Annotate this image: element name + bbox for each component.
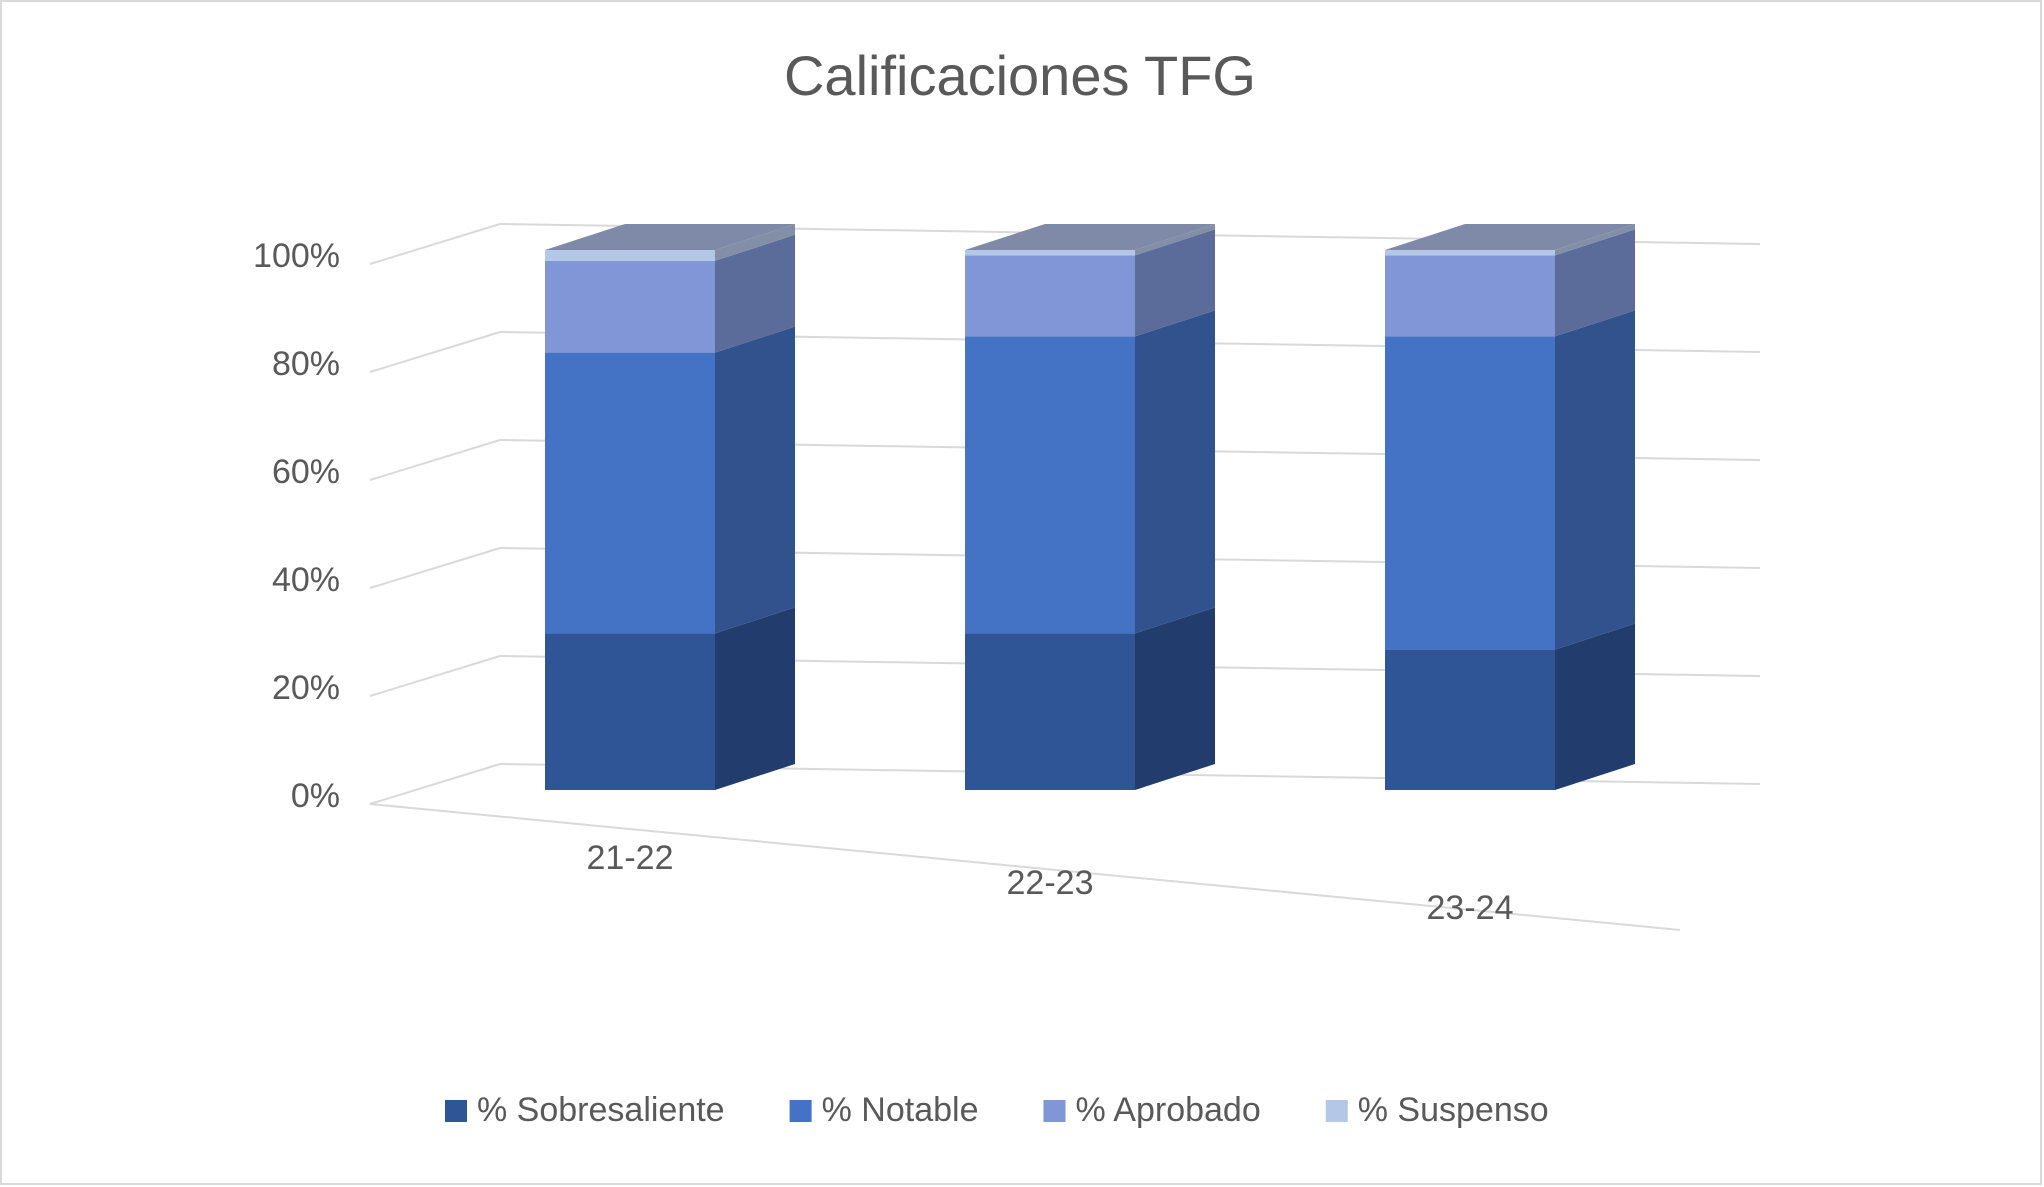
grid-line: [369, 547, 501, 589]
bar-side: [715, 607, 795, 790]
bar-segment: [545, 250, 715, 261]
bar-segment: [545, 633, 715, 790]
chart-title: Calificaciones TFG: [784, 44, 1256, 107]
bar-side: [1135, 607, 1215, 790]
bar-top: [965, 224, 1215, 250]
grid-line: [369, 655, 501, 697]
x-tick-label: 21-22: [587, 839, 674, 877]
bar-segment: [545, 352, 715, 634]
y-tick-label: 20%: [272, 669, 340, 707]
y-tick-label: 0%: [291, 777, 340, 815]
bar-segment: [545, 260, 715, 353]
legend-label: % Aprobado: [1075, 1091, 1260, 1129]
legend-swatch: [789, 1100, 812, 1122]
grid-line: [369, 331, 501, 373]
bar-segment: [965, 336, 1135, 634]
bar-top: [1385, 224, 1635, 250]
x-tick-label: 23-24: [1427, 889, 1514, 927]
legend-swatch: [1043, 1100, 1066, 1122]
bar-side: [715, 326, 795, 634]
y-tick-label: 100%: [253, 237, 340, 275]
bar-side: [1555, 310, 1635, 650]
y-tick-label: 40%: [272, 561, 340, 599]
bar-side: [1135, 224, 1215, 256]
x-tick-label: 22-23: [1007, 864, 1094, 902]
y-tick-label: 60%: [272, 453, 340, 491]
legend-label: % Suspenso: [1358, 1091, 1549, 1129]
bar-segment: [965, 250, 1135, 256]
legend-swatch: [445, 1100, 467, 1122]
x-axis-line: [369, 803, 1681, 931]
bar-segment: [1385, 336, 1555, 650]
bar-segment: [965, 633, 1135, 790]
bar-side: [1555, 224, 1635, 256]
bar-side: [1135, 310, 1215, 634]
bar-side: [1555, 229, 1635, 337]
bar-segment: [1385, 250, 1555, 256]
grid-line: [369, 763, 501, 805]
legend-label: % Notable: [822, 1091, 979, 1129]
bar-segment: [965, 255, 1135, 337]
bar-side: [1135, 229, 1215, 337]
legend-label: % Sobresaliente: [477, 1091, 725, 1129]
bar-side: [1555, 623, 1635, 790]
legend-swatch: [1325, 1100, 1348, 1122]
bar-segment: [1385, 255, 1555, 337]
bar-side: [715, 224, 795, 261]
bar-side: [715, 234, 795, 353]
grid-line: [369, 223, 501, 265]
y-tick-label: 80%: [272, 345, 340, 383]
bar-segment: [1385, 649, 1555, 790]
grid-line: [369, 439, 501, 481]
bar-top: [545, 224, 795, 250]
